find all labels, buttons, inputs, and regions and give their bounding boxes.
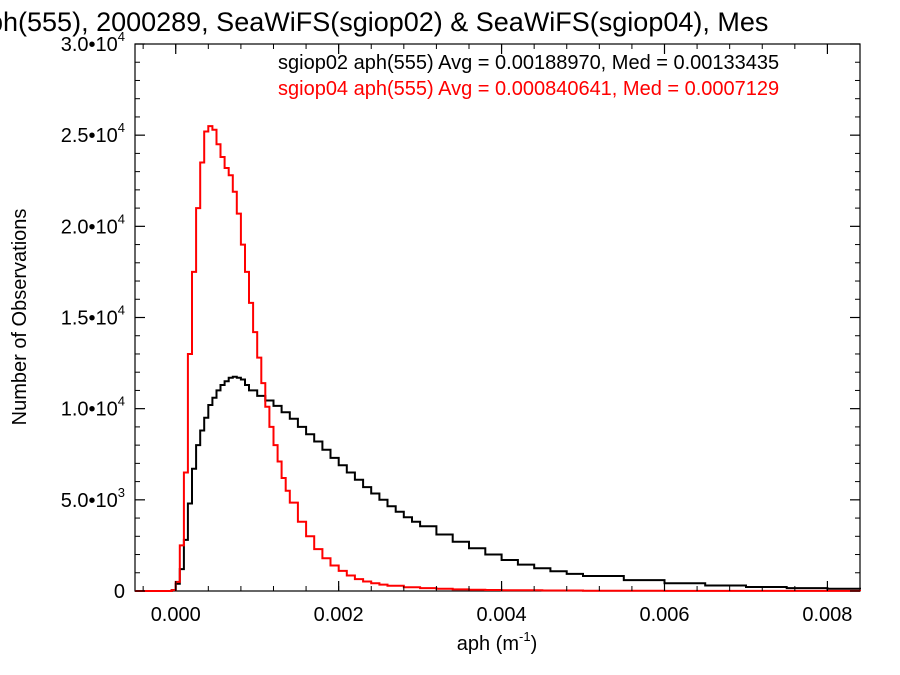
y-tick-label: 2.5•104	[61, 120, 125, 147]
legend-entry-0: sgiop02 aph(555) Avg = 0.00188970, Med =…	[278, 52, 779, 74]
x-axis-label: aph (m-1)	[457, 629, 537, 655]
x-tick-label: 0.008	[802, 604, 852, 626]
plot-area	[134, 43, 861, 592]
series-line-0	[135, 375, 861, 592]
series-group	[135, 125, 861, 592]
series-line-1	[135, 125, 861, 592]
plot-frame	[134, 43, 861, 592]
y-tick-label: 0	[114, 581, 125, 603]
x-tick-label: 0.006	[639, 604, 689, 626]
x-axis: 0.000 0.002 0.004 0.006 0.008	[142, 44, 852, 626]
y-tick-label: 5.0•103	[61, 485, 125, 512]
y-tick-label: 2.0•104	[61, 211, 125, 238]
legend: sgiop02 aph(555) Avg = 0.00188970, Med =…	[278, 52, 779, 100]
x-tick-label: 0.004	[477, 604, 527, 626]
y-tick-label: 3.0•104	[61, 29, 125, 56]
y-axis: 0 5.0•103 1.0•104 1.5•104 2.0•104 2.5•104 3.0•…	[61, 29, 860, 603]
chart-title: ph(555), 2000289, SeaWiFS(sgiop02) & Sea…	[0, 7, 768, 37]
legend-entry-1: sgiop04 aph(555) Avg = 0.000840641, Med …	[278, 78, 779, 100]
y-axis-label: Number of Observations	[9, 209, 31, 426]
y-tick-label: 1.5•104	[61, 303, 125, 330]
y-tick-label: 1.0•104	[61, 394, 125, 421]
x-tick-label: 0.002	[314, 604, 364, 626]
x-tick-label: 0.000	[151, 604, 201, 626]
